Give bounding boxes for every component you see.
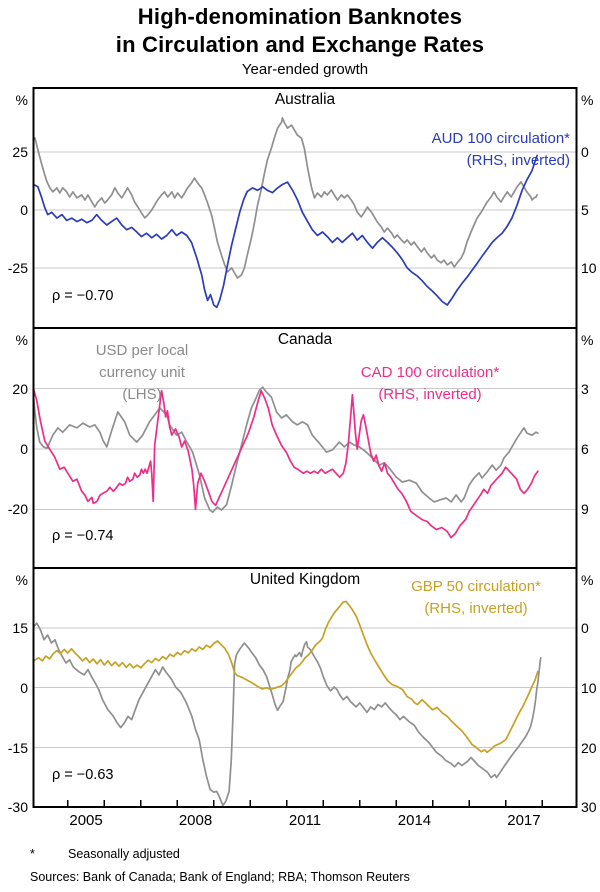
x-axis-year-label: 2005 xyxy=(69,812,103,829)
series-label-aud-100: AUD 100 circulation* (RHS, inverted) xyxy=(432,128,570,172)
series-label-exchange-rate: USD per local currency unit (LHS) xyxy=(58,340,226,406)
series-label-fx-line3: (LHS) xyxy=(122,386,162,403)
y-axis-unit-right: % xyxy=(581,572,594,588)
series-label-aud-line1: AUD 100 circulation* xyxy=(431,130,570,147)
x-axis-year-label: 2017 xyxy=(507,812,541,829)
y-axis-tick-label-right: 3 xyxy=(581,380,589,397)
panel-title-australia: Australia xyxy=(274,91,336,108)
series-label-aud-line2: (RHS, inverted) xyxy=(466,152,570,169)
y-axis-tick-label-left: 0 xyxy=(20,441,28,458)
series-label-fx-line1: USD per local xyxy=(95,342,189,359)
correlation-label-uk: ρ = −0.63 xyxy=(52,767,114,783)
series-label-gbp-line1: GBP 50 circulation* xyxy=(411,578,541,595)
x-axis-year-label: 2011 xyxy=(288,812,322,829)
chart-title-line2: in Circulation and Exchange Rates xyxy=(115,32,485,57)
y-axis-tick-label-left: 0 xyxy=(20,201,28,218)
y-axis-tick-label-right: 0 xyxy=(581,619,589,636)
x-axis-year-label: 2008 xyxy=(178,812,213,829)
y-axis-tick-label-left: -20 xyxy=(7,501,28,518)
y-axis-tick-label-right: 5 xyxy=(581,201,589,218)
series-label-gbp-line2: (RHS, inverted) xyxy=(424,600,528,617)
y-axis-tick-label-right: 0 xyxy=(581,144,589,160)
y-axis-unit-left: % xyxy=(15,92,28,108)
y-axis-tick-label-left: 25 xyxy=(12,144,28,160)
y-axis-unit-left: % xyxy=(15,572,28,588)
gbp-50-line xyxy=(33,600,539,754)
y-axis-tick-label-right: 30 xyxy=(581,799,597,816)
correlation-label-canada: ρ = −0.74 xyxy=(52,528,114,544)
y-axis-unit-right: % xyxy=(581,92,594,108)
panel-border xyxy=(32,87,578,329)
series-label-gbp-50: GBP 50 circulation* (RHS, inverted) xyxy=(374,576,578,620)
y-axis-tick-label-right: 10 xyxy=(581,679,597,696)
y-axis-tick-label-left: 0 xyxy=(20,679,28,696)
footnote-text: Seasonally adjusted xyxy=(68,847,180,861)
chart-subtitle: Year-ended growth xyxy=(241,61,369,78)
y-axis-tick-label-right: 9 xyxy=(581,501,589,518)
cad-100-line xyxy=(33,387,539,539)
y-axis-unit-left: % xyxy=(15,332,28,348)
y-axis-tick-label-right: 20 xyxy=(581,739,597,756)
cad-usd-fx-line xyxy=(33,386,539,514)
footnote: * Seasonally adjusted xyxy=(30,847,180,862)
y-axis-tick-label-right: 10 xyxy=(581,259,597,276)
panel-title-united-kingdom: United Kingdom xyxy=(249,571,361,588)
series-label-cad-line2: (RHS, inverted) xyxy=(378,386,482,403)
y-axis-tick-label-left: 15 xyxy=(12,619,28,636)
y-axis-tick-label-left: -30 xyxy=(7,799,28,816)
aud-100-line xyxy=(33,154,538,309)
y-axis-tick-label-left: -25 xyxy=(7,259,28,276)
y-axis-tick-label-right: 6 xyxy=(581,441,589,458)
series-label-fx-line2: currency unit xyxy=(99,364,185,381)
y-axis-tick-label-left: -15 xyxy=(7,739,28,756)
panel-border xyxy=(32,567,578,808)
y-axis-tick-label-left: 20 xyxy=(12,380,28,397)
series-label-cad-100: CAD 100 circulation* (RHS, inverted) xyxy=(330,362,530,406)
x-axis-year-label: 2014 xyxy=(397,812,432,829)
footnote-marker: * xyxy=(30,847,35,861)
panel-title-canada: Canada xyxy=(277,331,333,348)
series-label-cad-line1: CAD 100 circulation* xyxy=(360,364,500,381)
gbp-usd-fx-line xyxy=(33,622,542,807)
sources-line: Sources: Bank of Canada; Bank of England… xyxy=(30,870,410,884)
aud-usd-fx-line xyxy=(33,117,538,279)
correlation-label-australia: ρ = −0.70 xyxy=(52,288,114,304)
y-axis-unit-right: % xyxy=(581,332,594,348)
chart-title-line1: High-denomination Banknotes xyxy=(137,4,463,29)
